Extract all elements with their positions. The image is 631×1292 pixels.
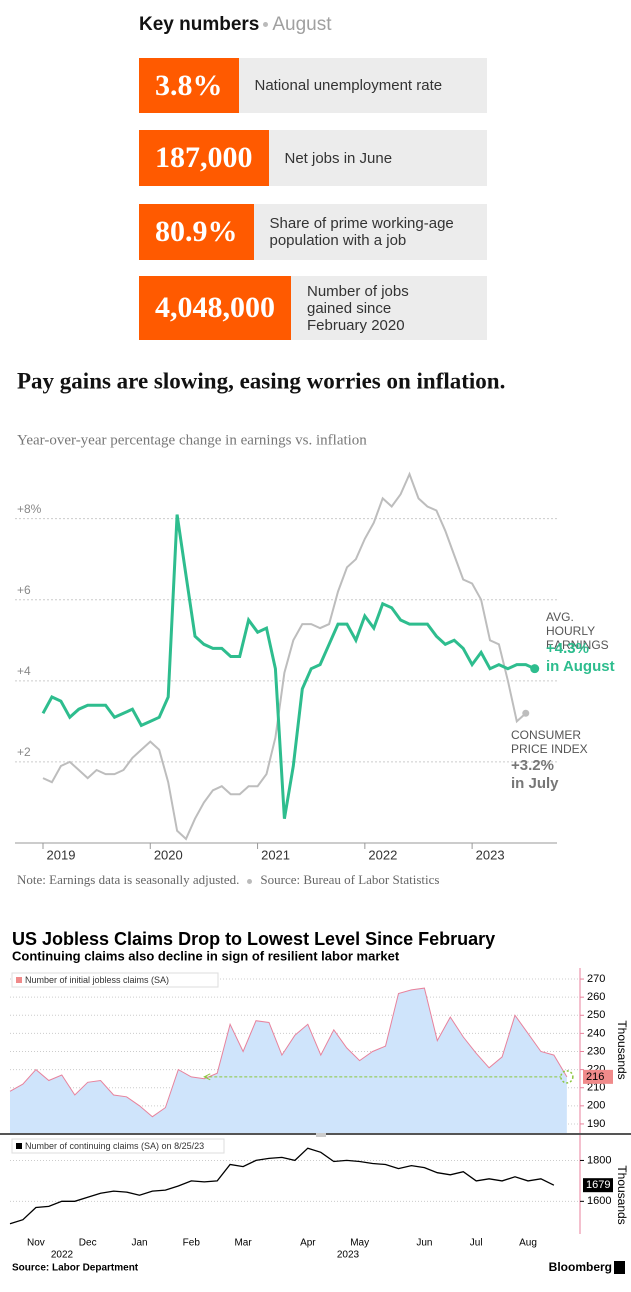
y-tick-label: +8% <box>17 502 42 516</box>
y-tick-label: +2 <box>17 745 31 759</box>
last-value-box <box>583 1069 613 1084</box>
key-label: Number of jobs gained since February 202… <box>307 282 409 334</box>
key-label: Share of prime working-age population wi… <box>269 215 454 249</box>
arrow-head <box>203 1073 211 1081</box>
series-line <box>9 1147 555 1225</box>
last-value-label: 1679 <box>586 1179 610 1191</box>
key-value: 3.8% <box>139 58 239 113</box>
x-tick-label: Feb <box>183 1238 201 1249</box>
y-tick-label: 260 <box>587 991 605 1003</box>
area-line <box>9 987 568 1118</box>
key-period: August <box>272 14 332 35</box>
series-line <box>41 514 536 819</box>
x-tick-label: Jan <box>131 1238 147 1249</box>
y-tick-label: 270 <box>587 973 605 985</box>
legend-box <box>11 972 219 988</box>
end-point <box>530 664 540 674</box>
logo <box>614 1261 625 1274</box>
chart-subtitle: Year-over-year percentage change in earn… <box>17 432 367 448</box>
y-tick-label: 240 <box>587 1027 605 1039</box>
key-item: 187,000 Net jobs in June <box>139 130 487 186</box>
note: Note: Earnings data is seasonally adjust… <box>17 872 240 887</box>
annotation: in August <box>546 658 615 675</box>
series-label: CONSUMER PRICE INDEX <box>511 728 588 756</box>
y-tick-label: 250 <box>587 1009 605 1021</box>
annotation: +4.3% <box>546 640 589 657</box>
y-axis-label: Thousands <box>615 1020 629 1079</box>
key-numbers-heading: Key numbers August <box>139 14 332 36</box>
key-item: 3.8% National unemployment rate <box>139 58 487 113</box>
y-tick-label: 190 <box>587 1118 605 1130</box>
chart-title: US Jobless Claims Drop to Lowest Level S… <box>12 929 495 949</box>
x-tick-label: Jun <box>416 1238 432 1249</box>
end-point <box>522 709 530 717</box>
legend-box <box>11 1138 225 1154</box>
chart-subtitle: Continuing claims also decline in sign o… <box>12 948 400 963</box>
x-tick-label: Aug <box>519 1238 537 1249</box>
x-tick-label: 2019 <box>47 847 76 862</box>
key-item: 80.9% Share of prime working-age populati… <box>139 204 487 260</box>
divider-handle <box>316 1131 326 1137</box>
series-label: AVG. HOURLY EARNINGS <box>546 610 609 652</box>
x-group-label: 2023 <box>337 1250 360 1261</box>
last-value-label: 216 <box>586 1071 604 1083</box>
separator <box>263 22 269 28</box>
annotation: in July <box>511 775 559 792</box>
y-tick-label: 200 <box>587 1100 605 1112</box>
key-value: 4,048,000 <box>139 276 291 340</box>
y-tick-label: 1600 <box>587 1195 611 1207</box>
y-tick-label: 210 <box>587 1082 605 1094</box>
x-tick-label: Dec <box>79 1238 97 1249</box>
legend-swatch <box>16 1143 22 1149</box>
y-tick-label: 1800 <box>587 1154 611 1166</box>
key-item: 4,048,000 Number of jobs gained since Feb… <box>139 276 487 340</box>
x-tick-label: 2022 <box>368 847 397 862</box>
x-tick-label: Nov <box>27 1238 45 1249</box>
chart-title: Pay gains are slowing, easing worries on… <box>17 368 505 393</box>
key-value: 187,000 <box>139 130 269 186</box>
legend-swatch <box>16 977 22 983</box>
x-tick-label: Mar <box>234 1238 252 1249</box>
area <box>10 988 567 1133</box>
source: Source: Labor Department <box>12 1263 139 1274</box>
x-group-label: 2022 <box>51 1250 74 1261</box>
x-tick-label: Apr <box>300 1238 316 1249</box>
key-title: Key numbers <box>139 14 260 35</box>
x-tick-label: 2020 <box>154 847 183 862</box>
legend-label: Number of initial jobless claims (SA) <box>25 975 169 985</box>
x-tick-label: May <box>350 1238 369 1249</box>
source: Source: Bureau of Labor Statistics <box>260 872 440 887</box>
y-tick-label: +6 <box>17 583 31 597</box>
y-tick-label: +4 <box>17 664 31 678</box>
key-label: National unemployment rate <box>254 77 443 94</box>
note-line: Note: Earnings data is seasonally adjust… <box>17 872 439 888</box>
x-tick-label: 2023 <box>476 847 505 862</box>
y-tick-label: 230 <box>587 1045 605 1057</box>
series-line <box>42 471 527 841</box>
separator <box>247 878 253 884</box>
key-label: Net jobs in June <box>284 149 393 167</box>
annotation: +3.2% <box>511 757 554 774</box>
end-marker <box>560 1070 574 1084</box>
legend-label: Number of continuing claims (SA) on 8/25… <box>25 1141 204 1151</box>
last-value-box <box>583 1178 613 1193</box>
y-axis-label: Thousands <box>615 1165 629 1224</box>
x-tick-label: 2021 <box>261 847 290 862</box>
credit: Bloomberg <box>549 1260 612 1274</box>
x-tick-label: Jul <box>470 1238 483 1249</box>
key-value: 80.9% <box>139 204 254 260</box>
